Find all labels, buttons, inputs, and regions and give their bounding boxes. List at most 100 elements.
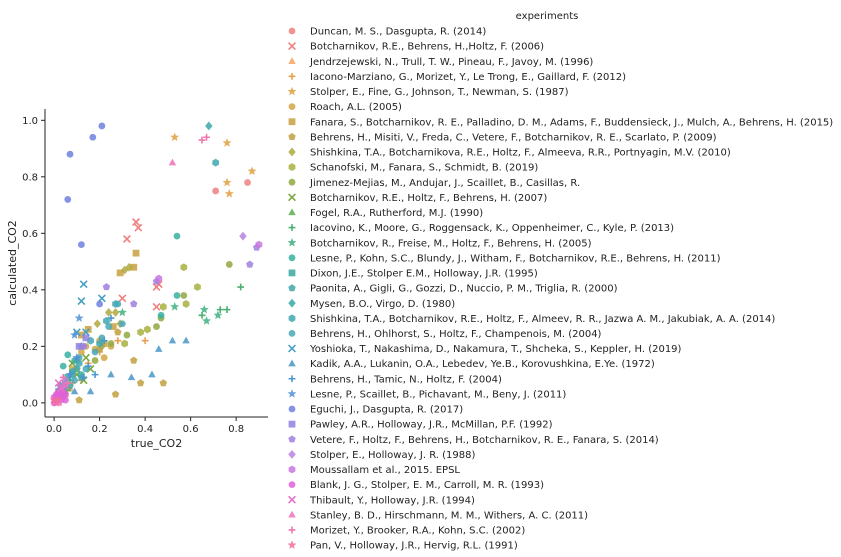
legend-marker — [287, 389, 297, 398]
legend-item: Paonita, A., Gigli, G., Gozzi, D., Nucci… — [288, 284, 618, 295]
data-point — [54, 379, 63, 388]
data-point — [121, 339, 129, 348]
legend-marker — [288, 481, 296, 488]
legend-title: experiments — [516, 11, 579, 22]
legend-item: Shishkina, T.A., Botcharnikov, R.E., Hol… — [288, 314, 775, 325]
legend-item: Blank, J. G., Stolper, E. M., Carroll, M… — [288, 480, 544, 491]
series-9 — [121, 263, 201, 348]
legend-label: Stanley, B. D., Hirschmann, M. M., Withe… — [310, 510, 588, 521]
data-point — [152, 302, 161, 311]
data-point — [105, 323, 113, 330]
data-point — [56, 384, 65, 393]
data-point — [64, 196, 72, 203]
data-point — [194, 283, 201, 291]
legend-label: Kadik, A.A., Lukanin, O.A., Lebedev, Ye.… — [310, 359, 655, 370]
data-point — [81, 353, 90, 362]
legend: experiments Duncan, M. S., Dasgupta, R. … — [287, 11, 833, 552]
data-point — [86, 387, 95, 395]
data-point — [137, 328, 144, 337]
legend-label: Stolper, E., Fine, G., Johnson, T., Newm… — [310, 87, 569, 98]
series-1 — [118, 218, 163, 311]
data-point — [116, 269, 124, 277]
legend-marker — [288, 72, 296, 80]
legend-label: Behrens, H., Misiti, V., Freda, C., Vete… — [310, 132, 717, 143]
legend-marker — [288, 495, 296, 504]
series-14 — [117, 302, 223, 325]
y-tick-label: 0.8 — [22, 172, 38, 183]
legend-item: Roach, A.L. (2005) — [288, 102, 402, 113]
legend-marker — [288, 510, 296, 518]
data-point — [122, 235, 131, 243]
legend-item: Lesne, P., Scaillet, B., Pichavant, M., … — [287, 389, 566, 400]
data-point — [247, 166, 257, 176]
y-tick-label: 0.6 — [22, 229, 38, 240]
legend-label: Pawley, A.R., Holloway, J.R., McMillan, … — [310, 420, 553, 431]
data-point — [117, 307, 127, 317]
legend-label: Behrens, H., Tamic, N., Holtz, F. (2004) — [310, 374, 502, 385]
data-point — [75, 359, 83, 368]
legend-marker — [288, 254, 296, 262]
legend-marker — [288, 193, 296, 202]
legend-label: Lesne, P., Scaillet, B., Pichavant, M., … — [310, 389, 566, 400]
data-point — [100, 337, 108, 345]
y-ticks: 0.0 0.2 0.4 0.6 0.8 1.0 — [22, 116, 45, 409]
data-point — [212, 158, 220, 167]
data-point — [96, 300, 104, 308]
data-point — [199, 304, 209, 314]
y-tick-label: 1.0 — [22, 116, 38, 127]
legend-item: Stanley, B. D., Hirschmann, M. M., Withe… — [288, 510, 588, 521]
data-point — [59, 362, 67, 370]
data-point — [80, 374, 88, 381]
legend-marker — [288, 344, 296, 353]
legend-label: Roach, A.L. (2005) — [310, 102, 402, 113]
legend-marker — [288, 132, 296, 141]
series-23 — [80, 314, 115, 381]
data-point — [62, 396, 69, 404]
data-point — [239, 231, 247, 241]
legend-item: Iacovino, K., Moore, G., Roggensack, K.,… — [288, 223, 674, 234]
data-point — [198, 136, 206, 144]
legend-label: Fogel, R.A., Rutherford, M.J. (1990) — [310, 208, 483, 219]
data-point — [168, 158, 177, 166]
legend-marker — [287, 86, 297, 96]
data-point — [109, 323, 117, 330]
data-point — [130, 356, 138, 364]
series-22 — [70, 336, 190, 395]
data-point — [141, 337, 149, 345]
data-point — [107, 314, 115, 322]
data-point — [78, 241, 85, 249]
legend-item: Fogel, R.A., Rutherford, M.J. (1990) — [288, 208, 483, 219]
legend-item: Stolper, E., Holloway, J. R. (1988) — [288, 449, 475, 461]
legend-marker — [288, 208, 296, 216]
data-point — [78, 348, 85, 356]
legend-marker — [288, 375, 296, 383]
data-point — [114, 300, 122, 308]
data-point — [74, 313, 84, 322]
legend-marker — [287, 540, 297, 549]
data-point — [127, 373, 136, 381]
legend-label: Behrens, H., Ohlhorst, S., Holtz, F., Ch… — [310, 329, 602, 340]
legend-item: Eguchi, J., Dasgupta, R. (2017) — [288, 405, 463, 416]
series-27 — [79, 243, 261, 350]
legend-label: Jimenez-Mejias, M., Andujar, J., Scaille… — [309, 178, 580, 189]
series-33 — [59, 133, 210, 387]
legend-item: Vetere, F., Holtz, F., Behrens, H., Botc… — [288, 435, 659, 446]
legend-item: Behrens, H., Ohlhorst, S., Holtz, F., Ch… — [288, 329, 602, 340]
data-point — [79, 342, 88, 350]
legend-marker — [287, 237, 297, 247]
legend-marker — [288, 405, 296, 413]
legend-label: Blank, J. G., Stolper, E. M., Carroll, M… — [310, 480, 544, 491]
data-point — [98, 122, 106, 130]
legend-marker — [288, 359, 296, 367]
data-point — [91, 348, 99, 356]
data-point — [148, 370, 156, 378]
data-point — [130, 263, 138, 271]
x-tick-label: 0.2 — [92, 424, 108, 435]
data-point — [159, 302, 167, 311]
legend-item: Pawley, A.R., Holloway, J.R., McMillan, … — [288, 420, 553, 431]
data-point — [66, 150, 74, 158]
data-point — [224, 189, 234, 198]
data-point — [237, 283, 245, 291]
data-point — [136, 379, 145, 387]
data-point — [155, 345, 163, 352]
